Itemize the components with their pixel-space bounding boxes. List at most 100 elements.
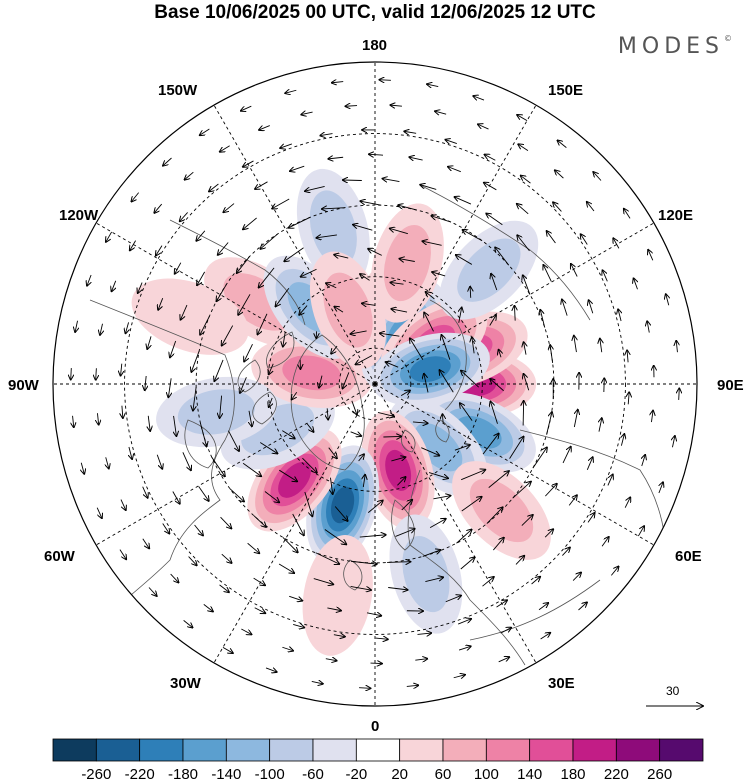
wind-vector [380,333,400,336]
wind-vector [463,230,483,242]
wind-vector [521,515,533,526]
wind-vector [432,272,446,277]
colorbar-tick-label: -20 [345,766,368,783]
wind-vector [350,561,377,564]
wind-vector [170,340,177,357]
anomaly-center [421,392,536,473]
wind-vector [568,495,577,506]
colorbar-tick-label: 100 [473,766,499,783]
wind-vector [624,497,630,508]
wind-vector [327,408,328,419]
anomaly-center [156,376,277,448]
wind-vector [490,379,504,392]
wind-vector [290,165,305,171]
wind-vector [220,516,232,528]
colorbar-tick-label: -60 [302,766,324,783]
lon-label-120e: 120E [658,207,694,224]
wind-vector [276,288,290,306]
wind-vector [221,553,232,563]
wind-vector [648,250,654,261]
wind-vector [293,624,304,627]
wind-vector [401,500,412,511]
wind-vector [426,292,435,300]
wind-vector [219,584,229,592]
map-boundary [52,61,698,707]
wind-vector [351,400,357,415]
wind-vector [383,436,401,437]
wind-vector [242,462,261,476]
wind-vector [350,586,371,590]
wind-vector [121,363,122,376]
colorbar-swatch [529,738,574,762]
wind-vector [368,249,382,256]
wind-vector [601,537,609,547]
wind-vector [96,507,102,518]
wind-vector [280,143,293,148]
lon-label-150w: 150W [158,82,198,99]
wind-vector [491,274,498,291]
wind-vector [486,214,503,226]
wind-vector [259,267,275,288]
reference-vector-label: 30 [666,684,680,698]
wind-vector [417,633,432,634]
wind-vector [370,663,382,664]
wind-vector [435,111,447,114]
wind-vector [174,415,177,436]
wind-vector [600,339,602,353]
wind-vector [346,106,358,107]
wind-vector [422,550,441,557]
anomaly-contour [282,355,341,391]
colorbar [52,738,704,762]
wind-vector [353,225,373,231]
wind-vector [473,96,485,100]
lon-label-60w: 60W [44,548,75,565]
wind-vector [289,595,302,600]
anomaly-center [302,535,373,656]
wind-vector [587,202,595,212]
wind-vector [196,230,206,241]
lon-label-60e: 60E [675,548,702,565]
wind-vector [578,602,586,611]
wind-vector [156,245,163,256]
wind-vector [445,596,461,603]
wind-vector [240,377,247,393]
wind-vector [386,362,399,368]
wind-vector [457,619,471,625]
wind-vector [512,482,531,499]
wind-vector [175,262,182,274]
wind-vector [328,157,344,159]
wind-vector [428,472,448,479]
wind-vector [129,446,132,459]
colorbar-swatch [312,738,357,762]
wind-vector [562,548,569,556]
wind-vector [523,275,531,295]
wind-vector [243,217,257,229]
anomaly-contour [414,423,463,472]
wind-vector [126,322,129,333]
wind-vector [350,432,361,436]
wind-vector [460,557,475,570]
wind-vector [188,556,197,566]
wind-vector [398,205,418,211]
wind-vector [538,603,548,611]
wind-vector [158,298,164,310]
wind-vector [628,392,629,405]
wind-vector [199,422,206,446]
wind-vector [391,309,408,312]
lon-label-90e: 90E [717,377,744,394]
wind-vector [610,567,618,576]
wind-vector [313,578,333,585]
wind-vector [543,265,552,282]
wind-vector [627,350,628,363]
wind-vector [470,287,471,298]
wind-vector [87,274,91,286]
wind-vector [183,619,193,627]
wind-vector [420,185,437,190]
wind-vector [618,309,621,322]
anomaly-center [309,251,387,369]
wind-vector [241,105,252,111]
colorbar-swatch [182,738,227,762]
wind-vector [404,131,417,133]
colorbar-tick-label: 220 [603,766,629,783]
